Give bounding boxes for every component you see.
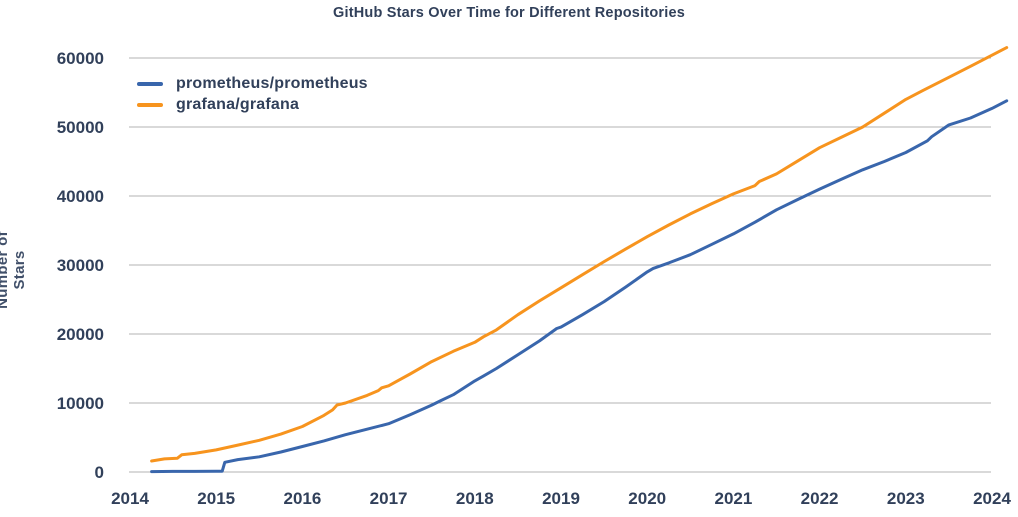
series-line-prometheus [150, 99, 1009, 474]
x-tick-label: 2016 [283, 489, 321, 508]
y-tick-label: 40000 [57, 187, 104, 206]
y-tick-label: 50000 [57, 118, 104, 137]
legend-item-grafana: grafana/grafana [137, 94, 368, 115]
legend-label-prometheus: prometheus/prometheus [176, 74, 368, 92]
y-tick-label: 20000 [57, 325, 104, 344]
legend-line-swatch-grafana [137, 102, 163, 107]
y-tick-label: 0 [95, 463, 104, 482]
chart-title: GitHub Stars Over Time for Different Rep… [333, 5, 685, 21]
y-tick-label: 30000 [57, 256, 104, 275]
legend-item-prometheus: prometheus/prometheus [137, 73, 368, 94]
series-line-grafana [150, 46, 1009, 463]
x-tick-label: 2017 [370, 489, 408, 508]
x-tick-label: 2024 [973, 489, 1011, 508]
legend-label-grafana: grafana/grafana [176, 95, 300, 113]
chart-legend: prometheus/prometheus grafana/grafana [137, 73, 368, 115]
x-tick-label: 2022 [801, 489, 839, 508]
legend-line-swatch-prometheus [137, 81, 163, 86]
x-tick-label: 2014 [111, 489, 149, 508]
x-tick-label: 2018 [456, 489, 494, 508]
y-tick-label: 10000 [57, 394, 104, 413]
y-tick-label: 60000 [57, 49, 104, 68]
x-tick-label: 2019 [542, 489, 580, 508]
x-tick-label: 2021 [714, 489, 752, 508]
x-tick-label: 2015 [197, 489, 235, 508]
x-tick-label: 2023 [887, 489, 925, 508]
x-tick-label: 2020 [628, 489, 666, 508]
